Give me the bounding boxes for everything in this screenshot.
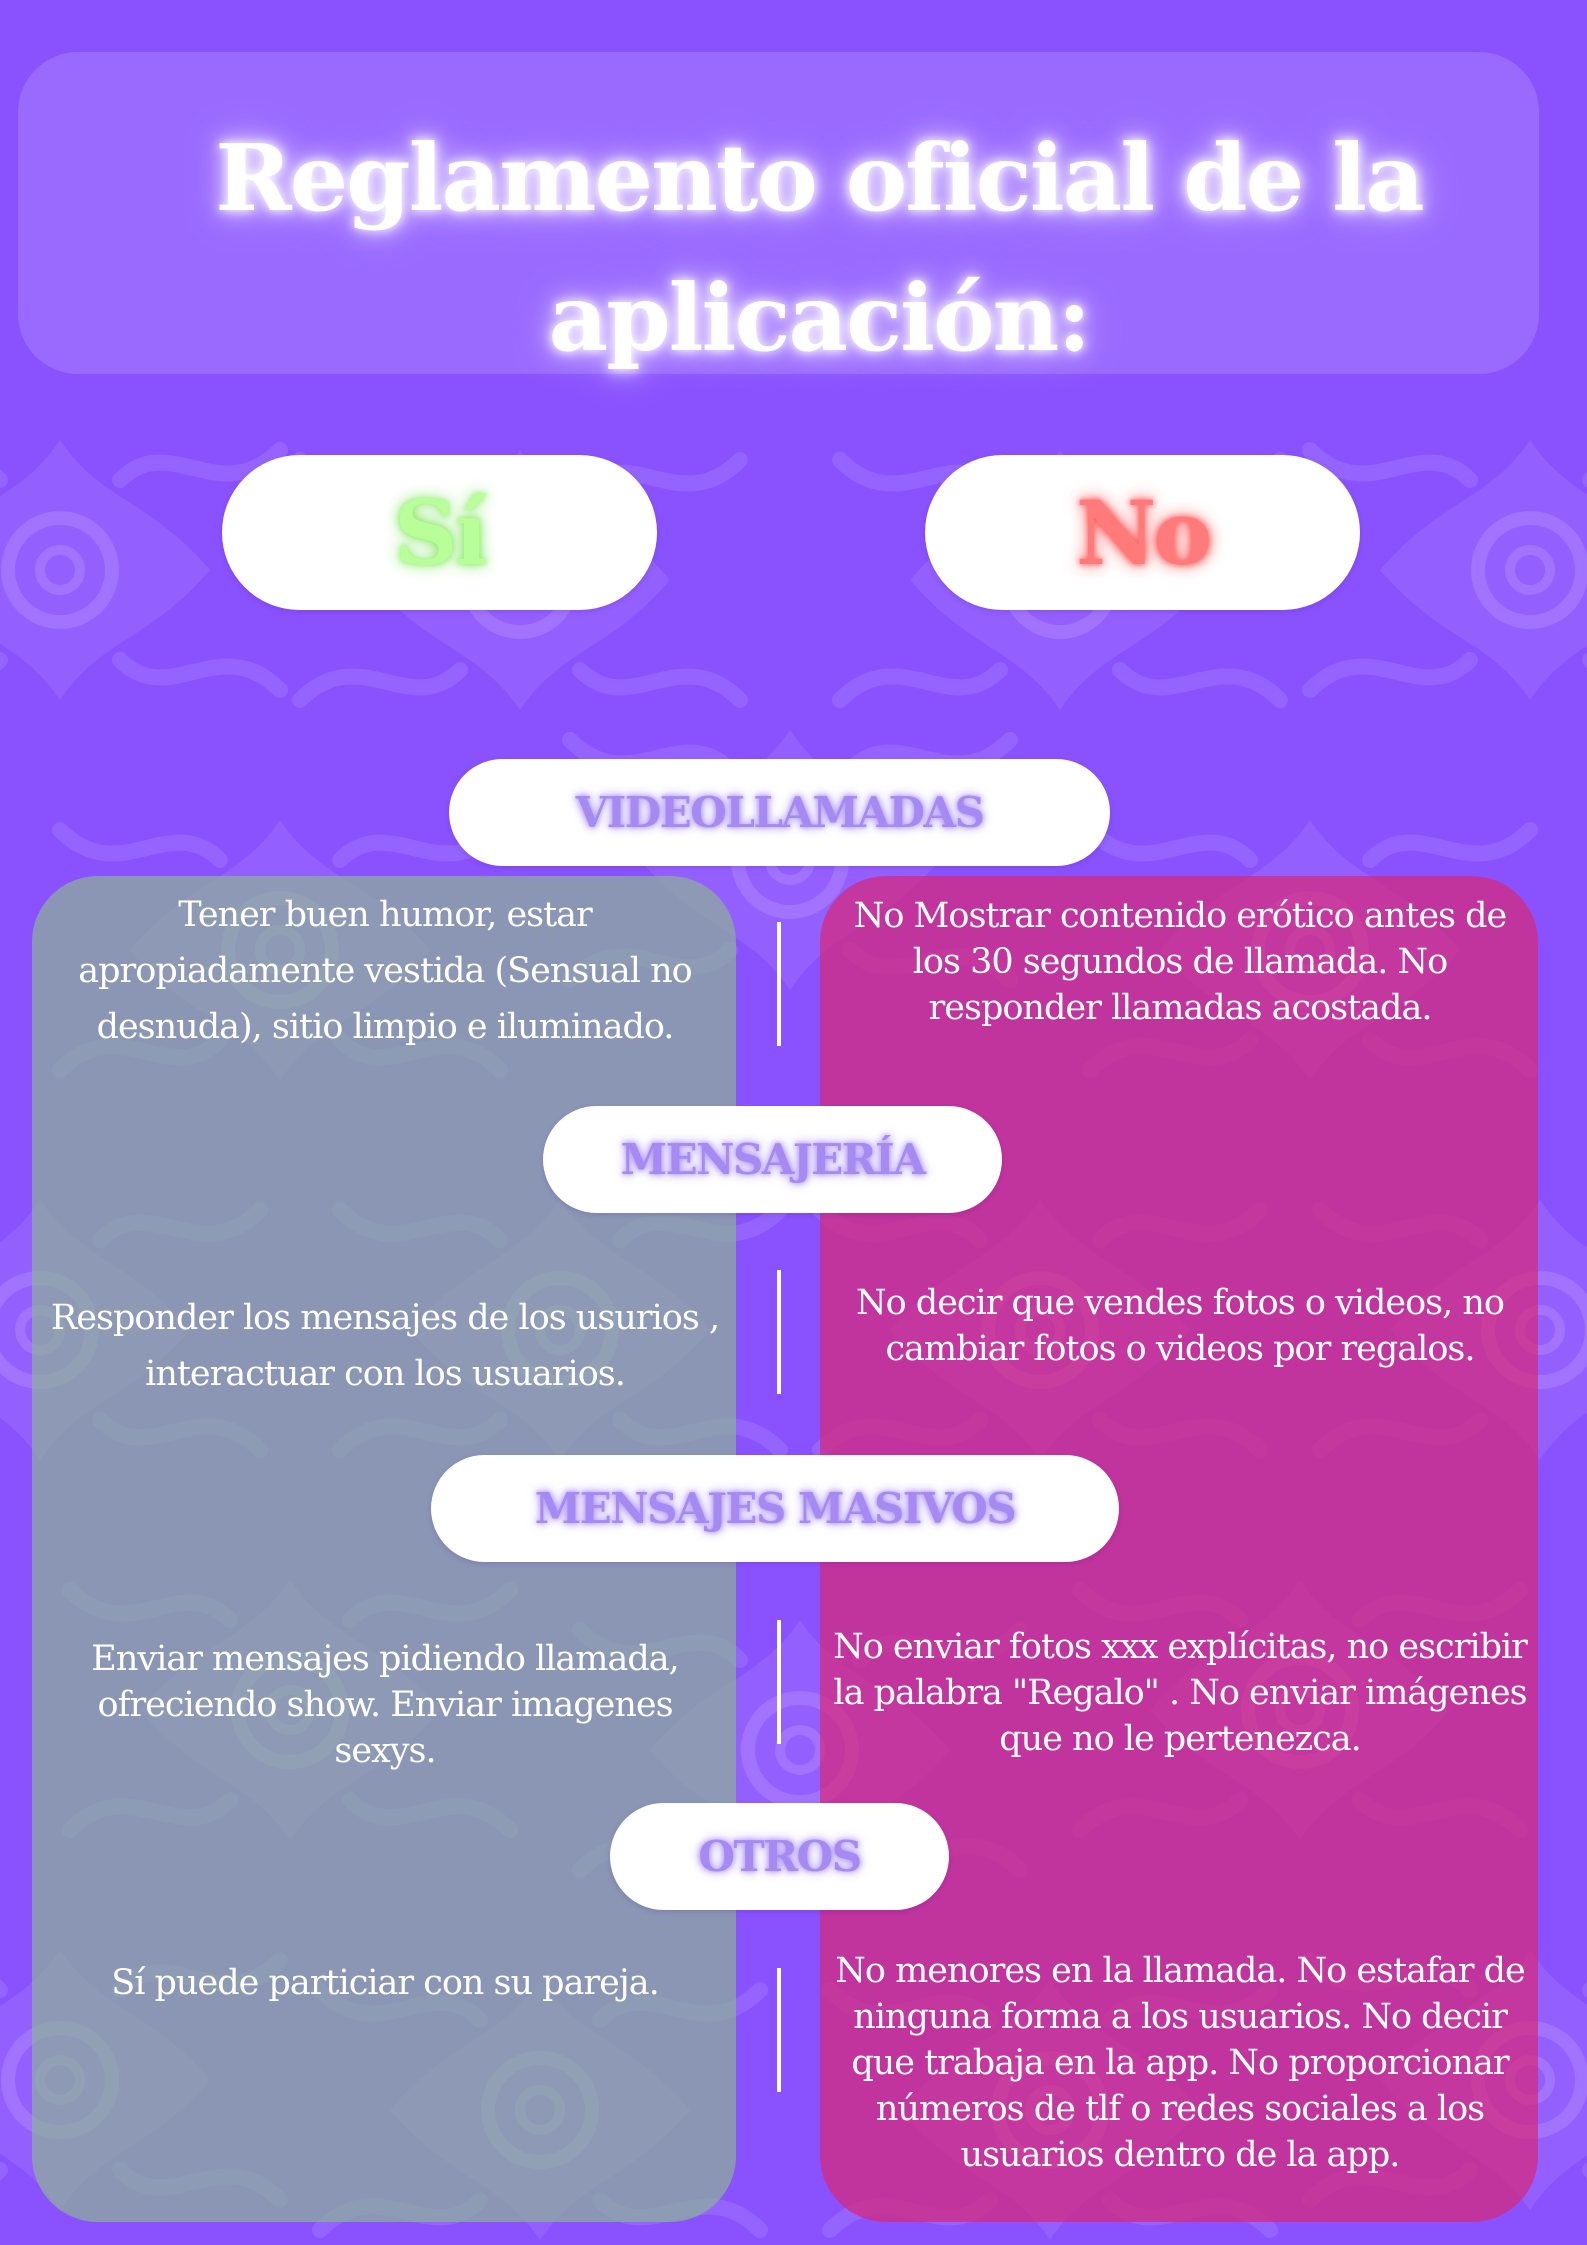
section-divider xyxy=(777,922,781,1046)
yes-column-header: Sí xyxy=(222,455,657,610)
section-heading-text: MENSAJES MASIVOS xyxy=(535,1484,1015,1533)
no-column-header: No xyxy=(925,455,1360,610)
yes-rule-videollamadas: Tener buen humor, estar apropiadamente v… xyxy=(45,887,725,1055)
section-heading-text: OTROS xyxy=(698,1832,860,1881)
yes-rule-otros: Sí puede particiar con su pareja. xyxy=(45,1955,725,2011)
section-heading-text: MENSAJERÍA xyxy=(621,1135,925,1184)
section-heading-mensajeria: MENSAJERÍA xyxy=(543,1106,1002,1213)
yes-rule-mensajes-masivos: Enviar mensajes pidiendo llamada, ofreci… xyxy=(45,1636,725,1774)
section-heading-mensajes-masivos: MENSAJES MASIVOS xyxy=(431,1455,1119,1562)
section-divider xyxy=(777,1270,781,1394)
no-label: No xyxy=(1076,481,1209,585)
section-divider xyxy=(777,1968,781,2092)
yes-label: Sí xyxy=(394,481,485,585)
no-rule-mensajeria: No decir que vendes fotos o videos, no c… xyxy=(830,1280,1530,1372)
section-heading-text: VIDEOLLAMADAS xyxy=(576,788,984,837)
no-rule-mensajes-masivos: No enviar fotos xxx explícitas, no escri… xyxy=(830,1624,1530,1762)
page-title: Reglamento oficial de la aplicación: xyxy=(18,108,1587,388)
section-divider xyxy=(777,1620,781,1744)
no-rule-otros: No menores en la llamada. No estafar de … xyxy=(830,1948,1530,2178)
yes-rule-mensajeria: Responder los mensajes de los usurios , … xyxy=(45,1290,725,1402)
section-heading-otros: OTROS xyxy=(610,1803,949,1910)
no-rule-videollamadas: No Mostrar contenido erótico antes de lo… xyxy=(830,893,1530,1031)
section-heading-videollamadas: VIDEOLLAMADAS xyxy=(449,759,1110,866)
